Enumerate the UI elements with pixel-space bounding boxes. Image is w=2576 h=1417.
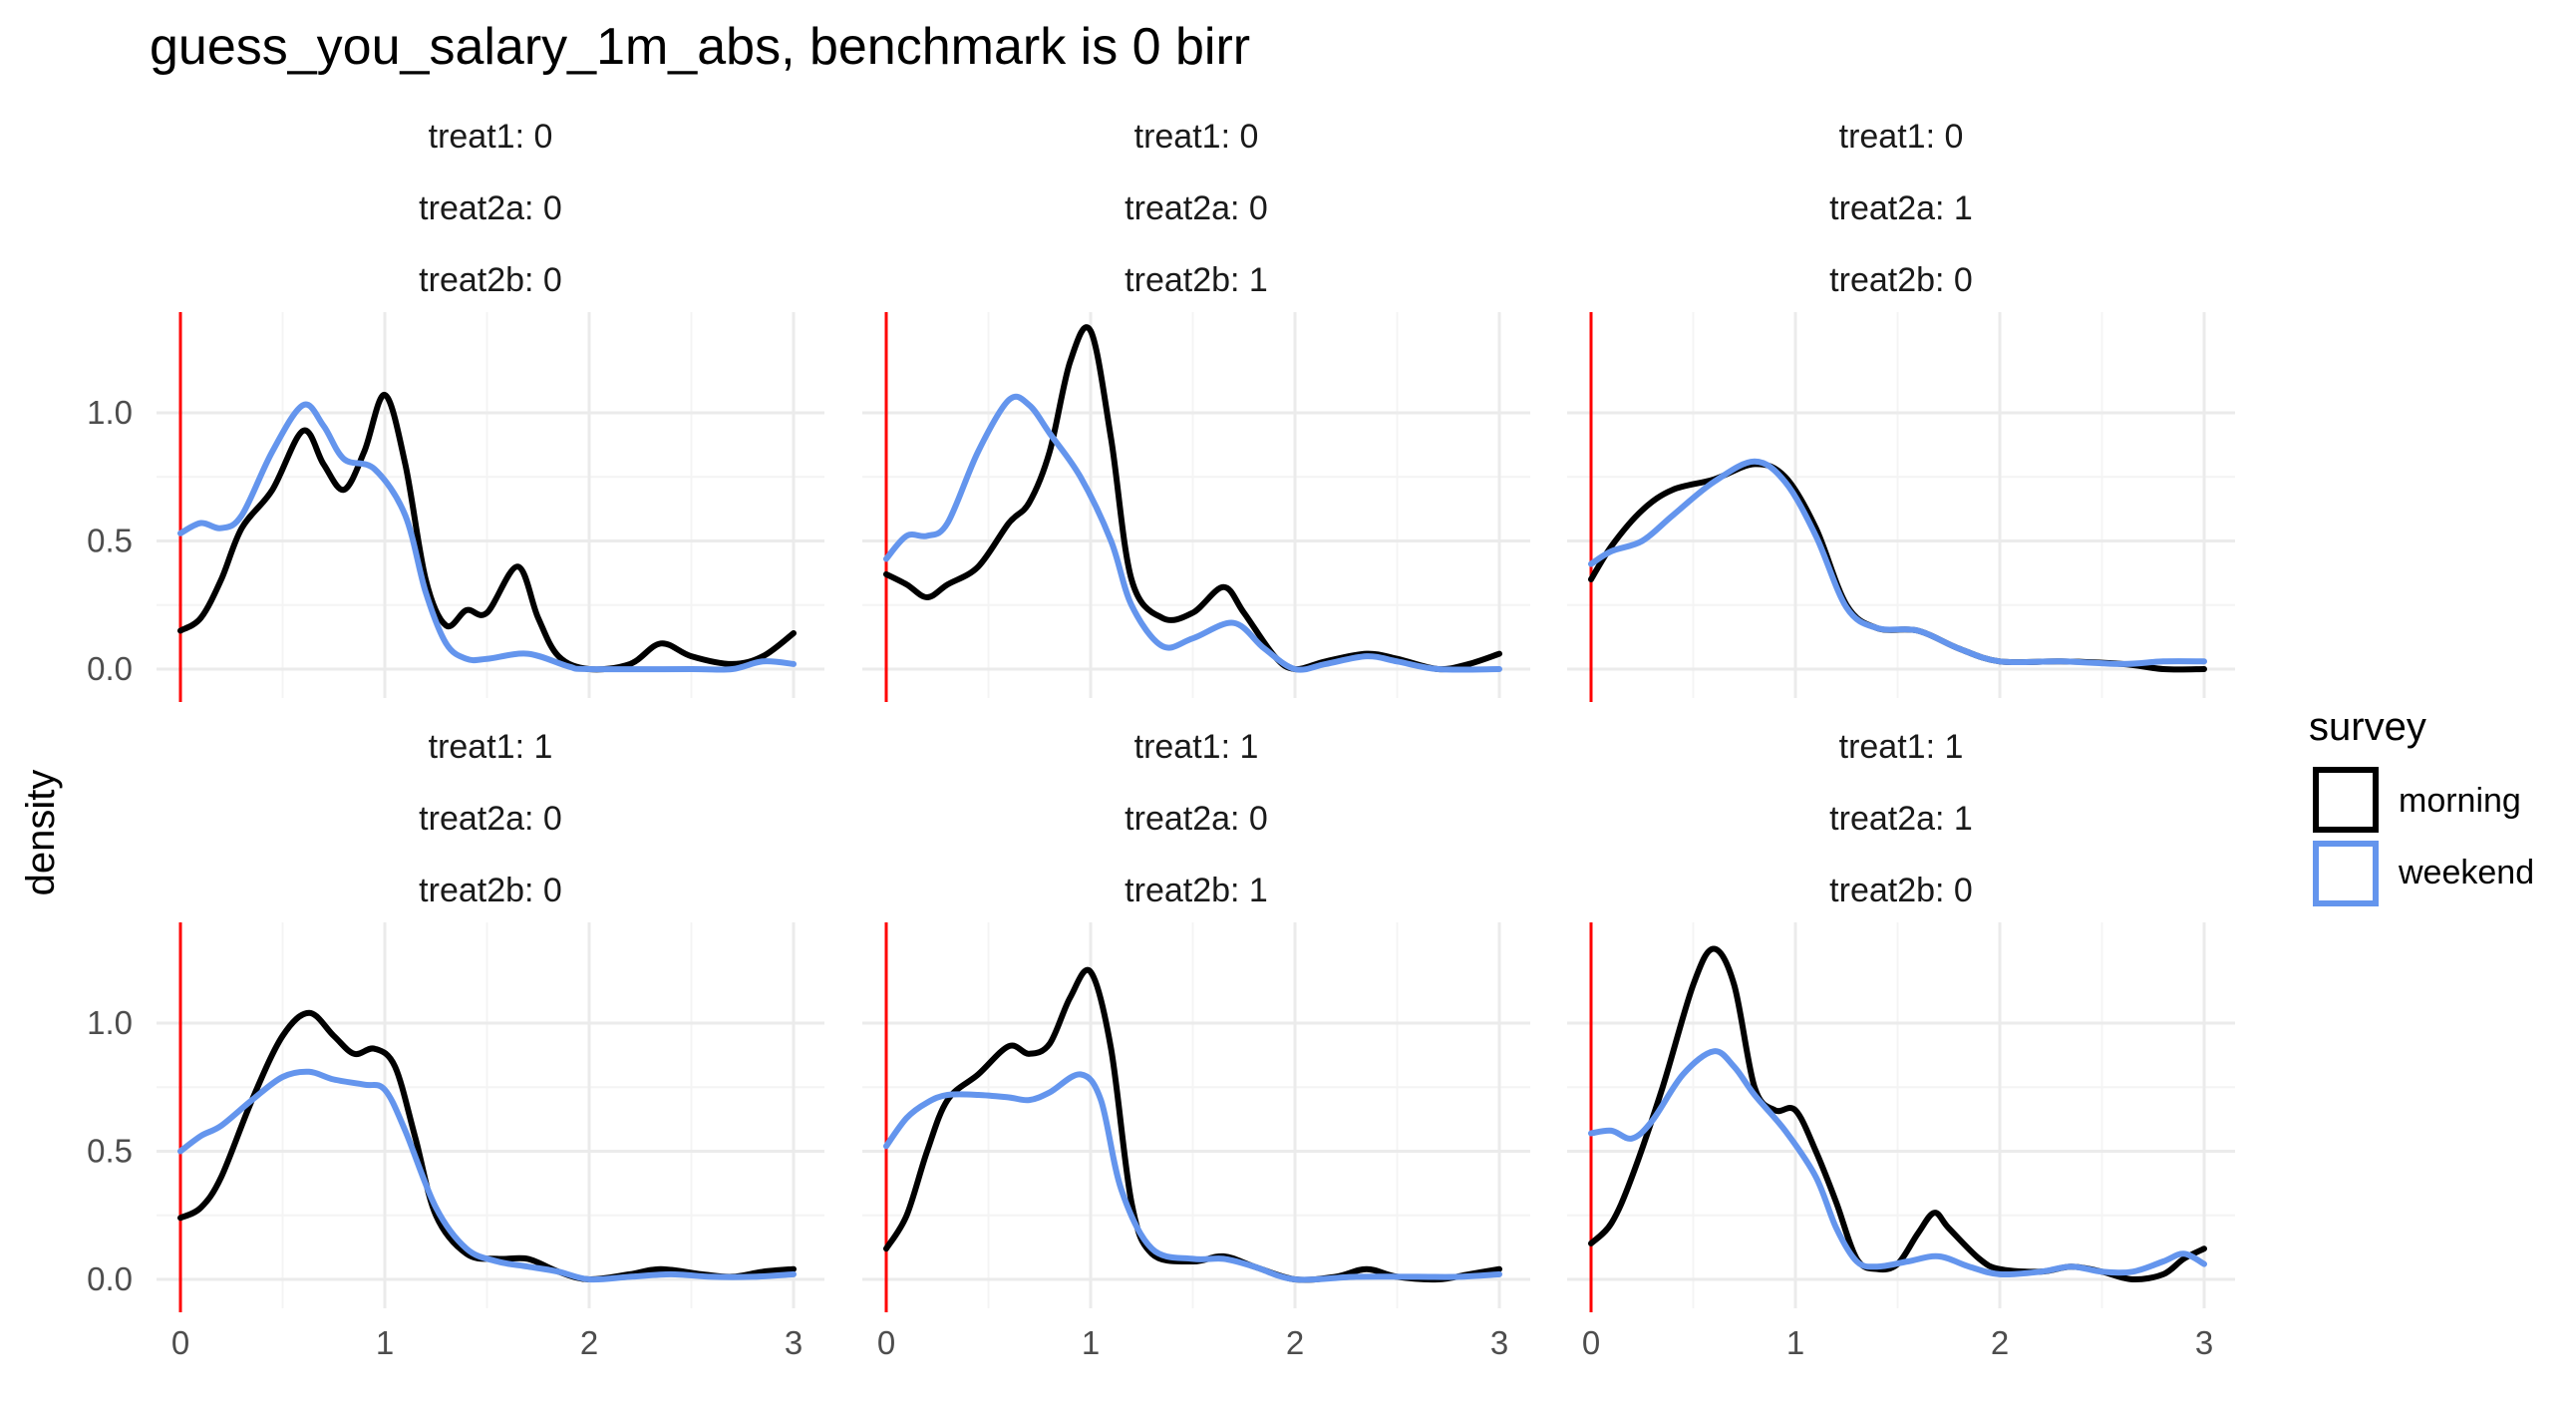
facet-panel-2: treat1: 0 treat2a: 0 treat2b: 1: [862, 118, 1530, 702]
facet-strip-label: treat2b: 1: [1125, 261, 1268, 299]
density-curve-morning: [177, 391, 797, 673]
x-tick-label: 1: [376, 1324, 394, 1361]
y-tick-label: 1.0: [87, 1004, 133, 1041]
facet-strip-label: treat2b: 1: [1125, 872, 1268, 909]
facet-strip-label: treat2b: 0: [419, 872, 562, 909]
legend-key-morning: [2313, 767, 2379, 833]
legend: survey morning weekend: [2309, 705, 2534, 906]
legend-key-weekend: [2313, 841, 2379, 906]
x-tick-label: 0: [171, 1324, 189, 1361]
x-tick-label: 1: [1082, 1324, 1100, 1361]
facet-strip-label: treat2a: 0: [419, 189, 562, 227]
density-curve-weekend: [883, 393, 1502, 673]
density-curve-weekend: [177, 1068, 797, 1283]
facet-strip-label: treat2a: 1: [1829, 800, 1973, 838]
x-tick-label: 0: [1582, 1324, 1600, 1361]
legend-title: survey: [2309, 705, 2426, 749]
y-tick-label: 0.5: [87, 523, 133, 559]
density-curve-weekend: [1588, 1048, 2207, 1278]
facet-strip-label: treat2a: 1: [1829, 189, 1973, 227]
facet-strip-label: treat2b: 0: [1829, 261, 1973, 299]
facet-strip-label: treat2b: 0: [419, 261, 562, 299]
y-axis-label: density: [19, 770, 63, 896]
facet-strip-label: treat2a: 0: [419, 800, 562, 838]
facet-strip-label: treat1: 0: [429, 118, 553, 156]
x-tick-label: 0: [877, 1324, 895, 1361]
density-curve-weekend: [1588, 458, 2207, 667]
facet-strip-label: treat2a: 0: [1125, 800, 1268, 838]
plot-title: guess_you_salary_1m_abs, benchmark is 0 …: [150, 18, 1250, 76]
x-tick-label: 3: [1490, 1324, 1508, 1361]
facet-panel-1: treat1: 0 treat2a: 0 treat2b: 0 0.0 0.5 1.0: [87, 118, 824, 702]
legend-label-morning: morning: [2399, 782, 2521, 820]
facet-strip-label: treat2b: 0: [1829, 872, 1973, 909]
y-tick-label: 0.5: [87, 1133, 133, 1170]
facet-strip-label: treat1: 1: [429, 728, 553, 766]
x-tick-label: 2: [580, 1324, 598, 1361]
y-tick-label: 0.0: [87, 1260, 133, 1297]
facet-strip-label: treat1: 1: [1839, 728, 1964, 766]
facet-panel-4: treat1: 1 treat2a: 0 treat2b: 0 0.0 0.5 1.0 0 1…: [87, 728, 824, 1361]
facet-strip-label: treat1: 0: [1134, 118, 1259, 156]
density-curve-morning: [883, 966, 1502, 1283]
facet-panel-6: treat1: 1 treat2a: 1 treat2b: 0 0 1 2 3: [1567, 728, 2235, 1361]
y-tick-label: 1.0: [87, 394, 133, 431]
facet-panel-3: treat1: 0 treat2a: 1 treat2b: 0: [1567, 118, 2235, 702]
x-tick-label: 3: [785, 1324, 803, 1361]
density-curve-weekend: [177, 401, 797, 673]
x-tick-label: 3: [2195, 1324, 2213, 1361]
legend-label-weekend: weekend: [2398, 854, 2534, 891]
y-tick-label: 0.0: [87, 650, 133, 687]
x-tick-label: 2: [1991, 1324, 2009, 1361]
density-curve-weekend: [883, 1071, 1502, 1283]
x-tick-label: 1: [1786, 1324, 1804, 1361]
facet-strip-label: treat2a: 0: [1125, 189, 1268, 227]
facet-strip-label: treat1: 0: [1839, 118, 1964, 156]
facet-strip-label: treat1: 1: [1134, 728, 1259, 766]
x-tick-label: 2: [1286, 1324, 1304, 1361]
facet-panel-5: treat1: 1 treat2a: 0 treat2b: 1 0 1 2 3: [862, 728, 1530, 1361]
